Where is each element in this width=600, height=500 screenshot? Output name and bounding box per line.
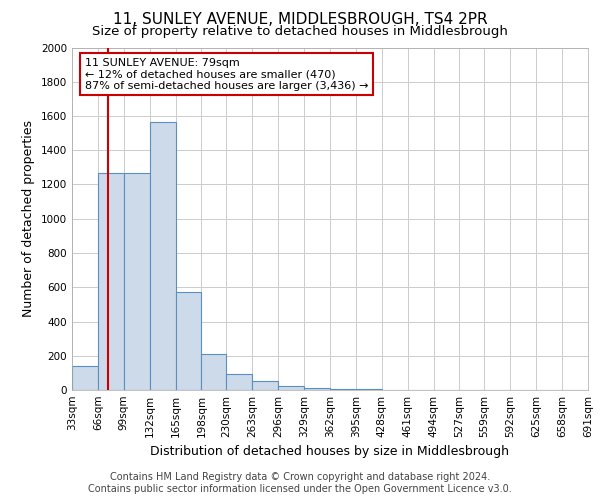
Bar bbox=[176, 292, 202, 390]
Bar bbox=[330, 389, 356, 390]
X-axis label: Distribution of detached houses by size in Middlesbrough: Distribution of detached houses by size … bbox=[151, 446, 509, 458]
Bar bbox=[202, 354, 226, 390]
Bar bbox=[253, 382, 278, 390]
Text: Size of property relative to detached houses in Middlesbrough: Size of property relative to detached ho… bbox=[92, 25, 508, 38]
Bar bbox=[226, 374, 253, 390]
Text: 11 SUNLEY AVENUE: 79sqm
← 12% of detached houses are smaller (470)
87% of semi-d: 11 SUNLEY AVENUE: 79sqm ← 12% of detache… bbox=[85, 58, 368, 91]
Bar bbox=[304, 388, 330, 390]
Bar bbox=[124, 172, 149, 390]
Bar bbox=[72, 366, 98, 390]
Text: Contains HM Land Registry data © Crown copyright and database right 2024.
Contai: Contains HM Land Registry data © Crown c… bbox=[88, 472, 512, 494]
Text: 11, SUNLEY AVENUE, MIDDLESBROUGH, TS4 2PR: 11, SUNLEY AVENUE, MIDDLESBROUGH, TS4 2P… bbox=[113, 12, 487, 28]
Bar bbox=[278, 386, 304, 390]
Y-axis label: Number of detached properties: Number of detached properties bbox=[22, 120, 35, 318]
Bar bbox=[98, 174, 124, 390]
Bar bbox=[149, 122, 176, 390]
